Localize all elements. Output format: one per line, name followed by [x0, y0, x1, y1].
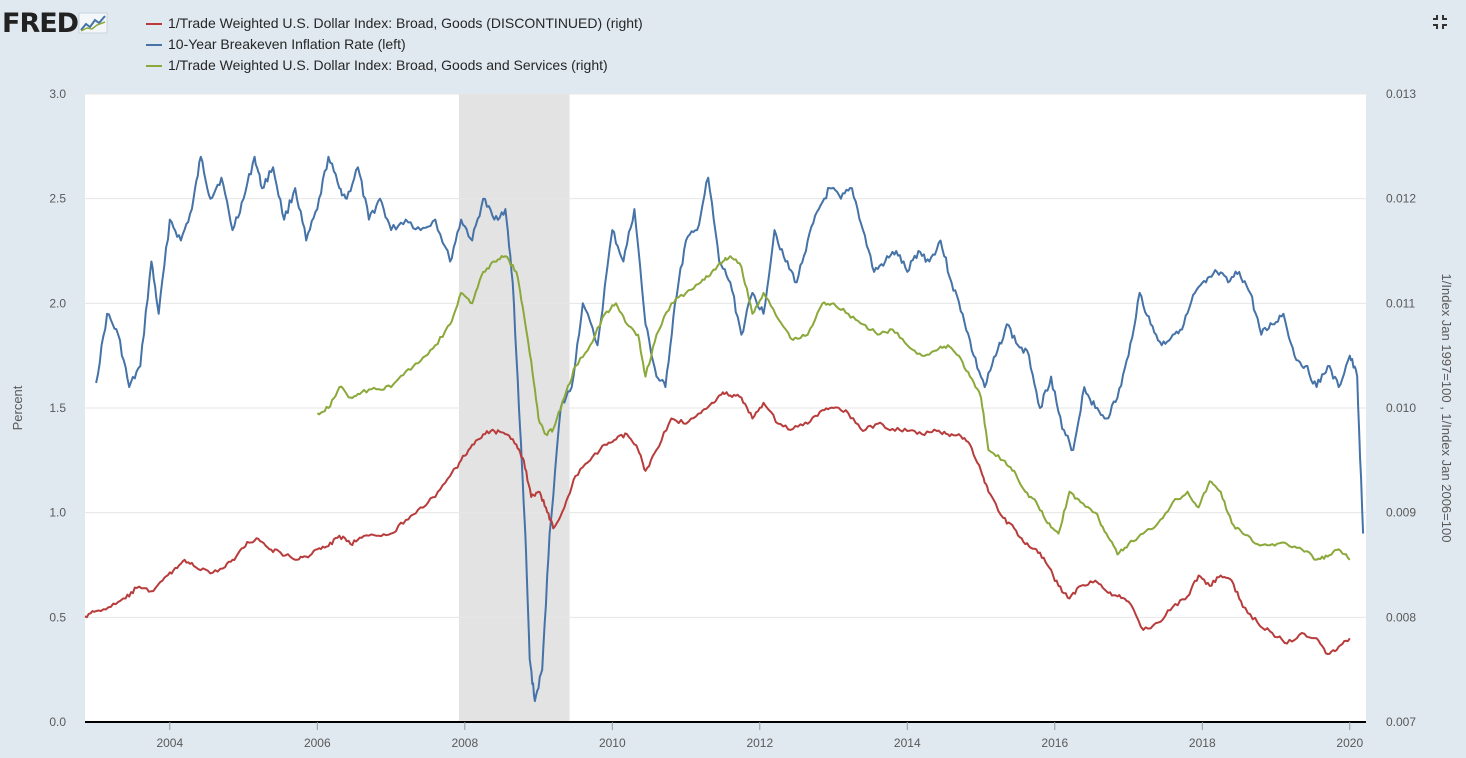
x-tick-label: 2020: [1336, 736, 1363, 750]
legend-label: 1/Trade Weighted U.S. Dollar Index: Broa…: [168, 57, 608, 73]
x-tick-label: 2016: [1041, 736, 1068, 750]
brand-name: FRED: [2, 7, 79, 39]
legend-label: 10-Year Breakeven Inflation Rate (left): [168, 36, 406, 52]
y-axis-right-title: 1/Index Jan 1997=100 , 1/Index Jan 2006=…: [1439, 274, 1454, 543]
x-tick-label: 2012: [746, 736, 773, 750]
y-axis-right-ticks: 0.007 0.008 0.009 0.010 0.011 0.012 0.013: [1386, 87, 1416, 729]
fullscreen-icon[interactable]: [1432, 14, 1448, 30]
y-left-tick-label: 1.0: [49, 506, 66, 520]
x-tick-label: 2010: [599, 736, 626, 750]
y-axis-left-title: Percent: [10, 385, 25, 430]
x-tick-label: 2004: [156, 736, 183, 750]
x-tick-label: 2018: [1189, 736, 1216, 750]
y-left-tick-label: 1.5: [49, 401, 66, 415]
fred-logo[interactable]: FRED: [2, 7, 108, 39]
line-graph-icon: [78, 12, 108, 34]
y-left-tick-label: 2.5: [49, 192, 66, 206]
y-left-tick-label: 3.0: [49, 87, 66, 101]
y-left-tick-label: 0.5: [49, 610, 66, 624]
y-right-tick-label: 0.009: [1386, 506, 1416, 520]
legend-swatch-red: [146, 22, 162, 25]
y-left-tick-label: 2.0: [49, 296, 66, 310]
gridlines: [85, 93, 1366, 618]
legend-item-breakeven[interactable]: 10-Year Breakeven Inflation Rate (left): [146, 34, 643, 55]
x-tick-label: 2014: [894, 736, 921, 750]
legend-item-goods-services[interactable]: 1/Trade Weighted U.S. Dollar Index: Broa…: [146, 55, 643, 76]
legend-swatch-blue: [146, 43, 162, 46]
y-right-tick-label: 0.008: [1386, 610, 1416, 624]
x-tick-label: 2006: [304, 736, 331, 750]
y-right-tick-label: 0.010: [1386, 401, 1416, 415]
x-axis-ticks: 2004 2006 2008 2010 2012 2014 2016 2018 2020: [156, 722, 1363, 750]
y-right-tick-label: 0.007: [1386, 715, 1416, 729]
y-right-tick-label: 0.013: [1386, 87, 1416, 101]
legend-swatch-green: [146, 64, 162, 67]
y-right-tick-label: 0.012: [1386, 192, 1416, 206]
y-left-tick-label: 0.0: [49, 715, 66, 729]
series-line-1: [84, 391, 1351, 655]
y-axis-left-ticks: 0.0 0.5 1.0 1.5 2.0 2.5 3.0: [49, 87, 66, 729]
legend-item-goods-discontinued[interactable]: 1/Trade Weighted U.S. Dollar Index: Broa…: [146, 13, 643, 34]
series-line-0: [95, 155, 1365, 703]
legend-label: 1/Trade Weighted U.S. Dollar Index: Broa…: [168, 15, 643, 31]
chart-legend: 1/Trade Weighted U.S. Dollar Index: Broa…: [146, 13, 643, 76]
y-right-tick-label: 0.011: [1386, 296, 1415, 310]
x-tick-label: 2008: [451, 736, 478, 750]
series-lines: [84, 155, 1365, 703]
series-line-2: [316, 255, 1351, 561]
